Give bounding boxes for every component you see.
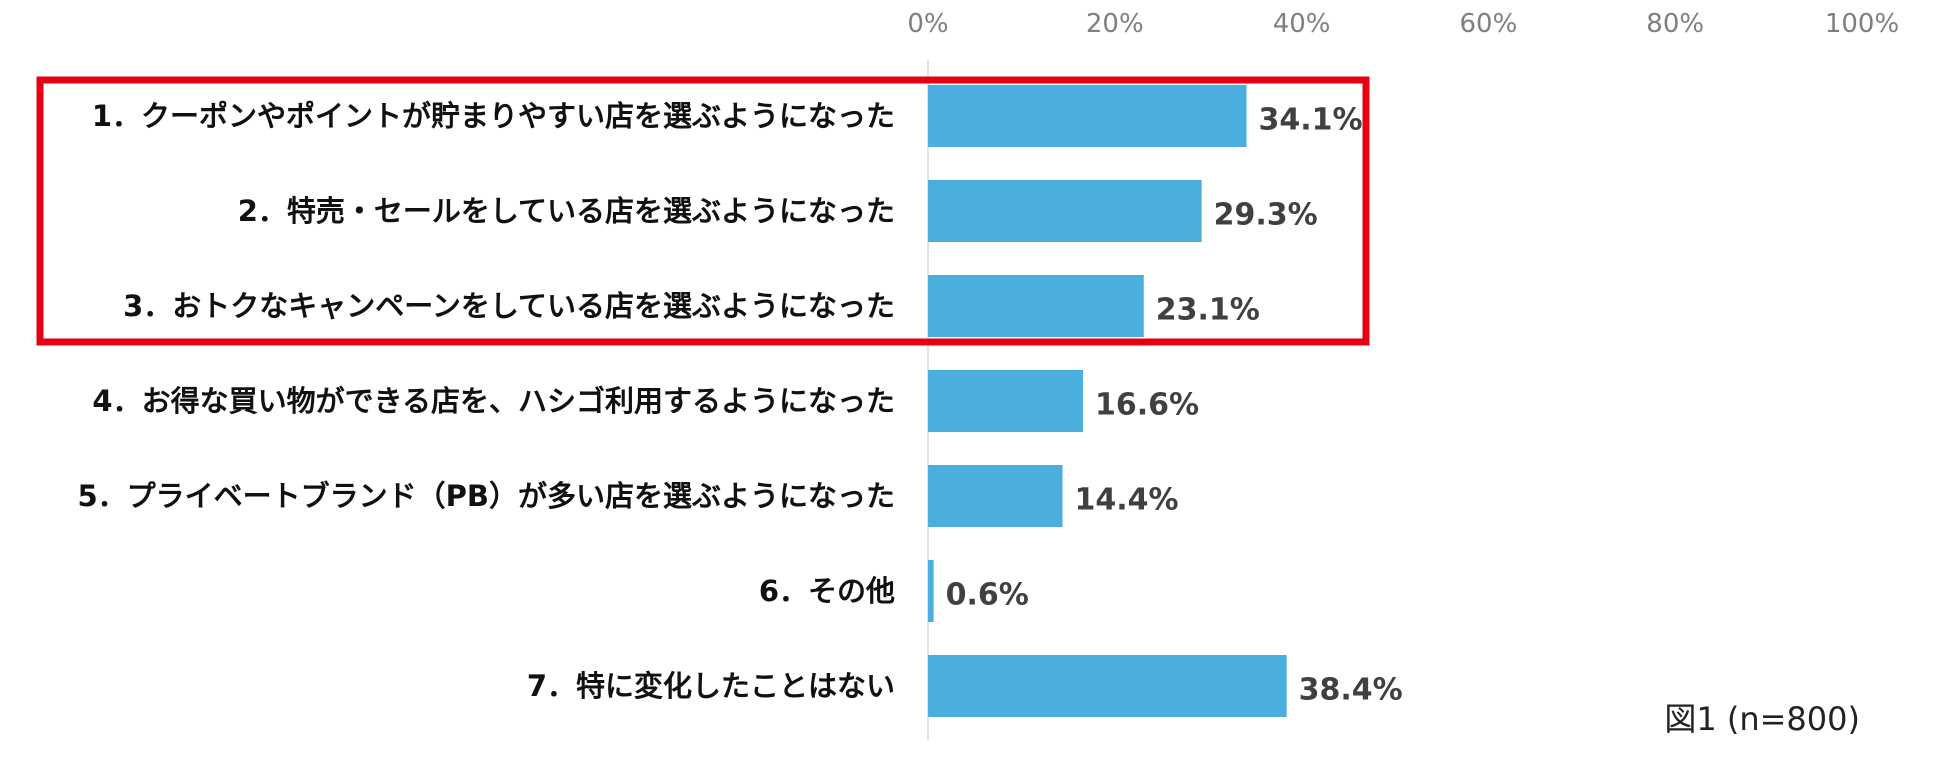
x-tick-label: 60% — [1460, 9, 1518, 39]
x-tick-label: 80% — [1646, 9, 1704, 39]
x-tick-label: 100% — [1825, 9, 1899, 39]
category-label: 7．特に変化したことはない — [527, 669, 895, 703]
category-label: 4．お得な買い物ができる店を、ハシゴ利用するようになった — [92, 384, 895, 418]
value-labels: 34.1% 29.3% 23.1% 16.6% 14.4% 0.6% 38.4% — [946, 103, 1403, 708]
bar — [928, 655, 1287, 717]
x-axis-ticks: 0% 20% 40% 60% 80% 100% — [907, 9, 1899, 39]
data-label: 34.1% — [1258, 103, 1362, 138]
category-label: 1．クーポンやポイントが貯まりやすい店を選ぶようになった — [92, 99, 895, 133]
data-label: 0.6% — [946, 578, 1029, 613]
bar — [928, 560, 934, 622]
data-label: 23.1% — [1156, 293, 1260, 328]
category-label: 6．その他 — [759, 574, 895, 608]
bar — [928, 180, 1202, 242]
data-label: 14.4% — [1074, 483, 1178, 518]
bar — [928, 275, 1144, 337]
category-label: 5．プライベートブランド（PB）が多い店を選ぶようになった — [77, 479, 895, 513]
bar — [928, 85, 1247, 147]
highlight-box — [36, 76, 1370, 346]
bar — [928, 370, 1084, 432]
bar — [928, 465, 1063, 527]
x-tick-label: 20% — [1086, 9, 1144, 39]
x-tick-label: 40% — [1273, 9, 1331, 39]
chart-caption: 図1 (n=800) — [1664, 700, 1860, 738]
data-label: 16.6% — [1095, 388, 1199, 423]
data-label: 38.4% — [1299, 673, 1403, 708]
category-labels: 1．クーポンやポイントが貯まりやすい店を選ぶようになった 2．特売・セールをしてい… — [77, 99, 895, 703]
category-label: 3．おトクなキャンペーンをしている店を選ぶようになった — [123, 289, 895, 323]
category-label: 2．特売・セールをしている店を選ぶようになった — [238, 194, 895, 228]
bars — [928, 85, 1287, 717]
data-label: 29.3% — [1214, 198, 1318, 233]
x-tick-label: 0% — [907, 9, 948, 39]
